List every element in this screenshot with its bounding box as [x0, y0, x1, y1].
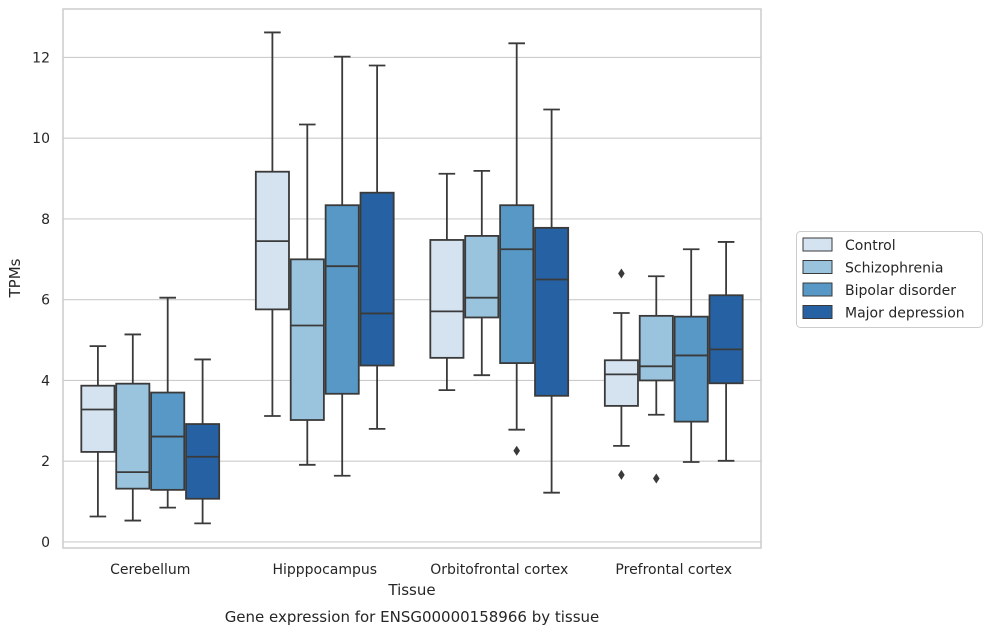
legend-swatch	[802, 282, 833, 297]
box-body	[464, 235, 500, 319]
box-body	[708, 294, 744, 385]
box-body	[324, 204, 360, 395]
y-tick-label: 8	[41, 212, 50, 228]
box-body	[359, 191, 395, 367]
box-0-3	[185, 358, 221, 525]
box-1-1	[289, 123, 325, 466]
x-tick-label: Cerebellum	[110, 562, 190, 578]
x-tick-label: Hipppocampus	[272, 562, 377, 578]
box-body	[80, 384, 116, 453]
outlier-point	[653, 473, 660, 484]
outlier-point	[618, 469, 625, 480]
box-body	[115, 382, 151, 490]
box-2-2	[499, 42, 535, 456]
box-2-0	[429, 172, 465, 392]
box-3-0	[603, 268, 639, 480]
box-3-2	[673, 248, 709, 463]
legend: Control Schizophrenia Bipolar disorder Majo…	[796, 231, 983, 328]
y-tick-label: 10	[32, 131, 50, 147]
y-tick-label: 2	[41, 454, 50, 470]
outlier-point	[513, 445, 520, 456]
y-tick-label: 6	[41, 293, 50, 309]
legend-label: Major depression	[845, 306, 965, 322]
x-tick-label: Orbitofrontal cortex	[430, 562, 568, 578]
y-tick-label: 4	[41, 373, 50, 389]
legend-label: Control	[845, 238, 896, 254]
box-body	[150, 391, 186, 491]
y-tick-label: 0	[41, 535, 50, 551]
figure-caption: Gene expression for ENSG00000158966 by t…	[225, 608, 600, 626]
box-body	[499, 204, 535, 364]
box-body	[289, 258, 325, 421]
x-axis-label: Tissue	[387, 581, 435, 599]
box-body	[673, 315, 709, 423]
plot-frame	[62, 8, 762, 549]
x-tick-labels: Cerebellum Hipppocampus Orbitofrontal cort…	[110, 562, 732, 578]
box-groups	[80, 31, 744, 525]
legend-swatch	[802, 237, 833, 252]
box-2-3	[534, 108, 570, 494]
box-3-1	[638, 275, 674, 484]
box-body	[603, 359, 639, 407]
legend-swatch	[802, 260, 833, 274]
y-tick-label: 12	[32, 50, 50, 66]
box-3-3	[708, 241, 744, 462]
box-body	[638, 314, 674, 382]
box-1-2	[324, 55, 360, 477]
box-body	[534, 226, 570, 397]
box-0-1	[115, 333, 151, 522]
y-tick-labels: 0 2 4 6 8 10 12	[32, 50, 50, 550]
box-body	[429, 239, 465, 359]
x-tick-label: Prefrontal cortex	[615, 562, 732, 578]
box-1-0	[254, 31, 290, 417]
box-2-1	[464, 170, 500, 377]
legend-swatch	[802, 305, 833, 319]
legend-frame	[796, 231, 983, 328]
box-0-0	[80, 345, 116, 518]
legend-label: Schizophrenia	[845, 261, 943, 277]
box-1-3	[359, 64, 395, 430]
outlier-point	[618, 268, 625, 279]
box-body	[185, 423, 221, 500]
box-0-2	[150, 296, 186, 509]
y-axis-label: TPMs	[6, 258, 24, 298]
legend-label: Bipolar disorder	[845, 283, 956, 299]
